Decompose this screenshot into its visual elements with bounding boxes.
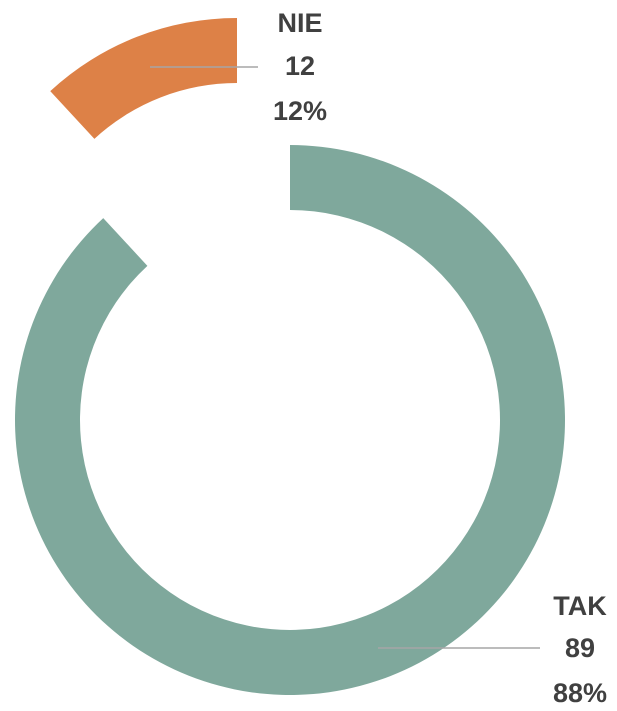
percent-label: 12%	[273, 96, 327, 126]
slice	[50, 18, 237, 139]
slice	[14, 145, 565, 695]
labels: TAK 89 88% NIE 12 12%	[150, 8, 607, 708]
slices	[14, 18, 565, 695]
value-label: 12	[285, 51, 315, 81]
category-label: TAK	[553, 591, 607, 621]
category-label: NIE	[277, 8, 322, 38]
value-label: 89	[565, 633, 595, 663]
percent-label: 88%	[553, 678, 607, 708]
